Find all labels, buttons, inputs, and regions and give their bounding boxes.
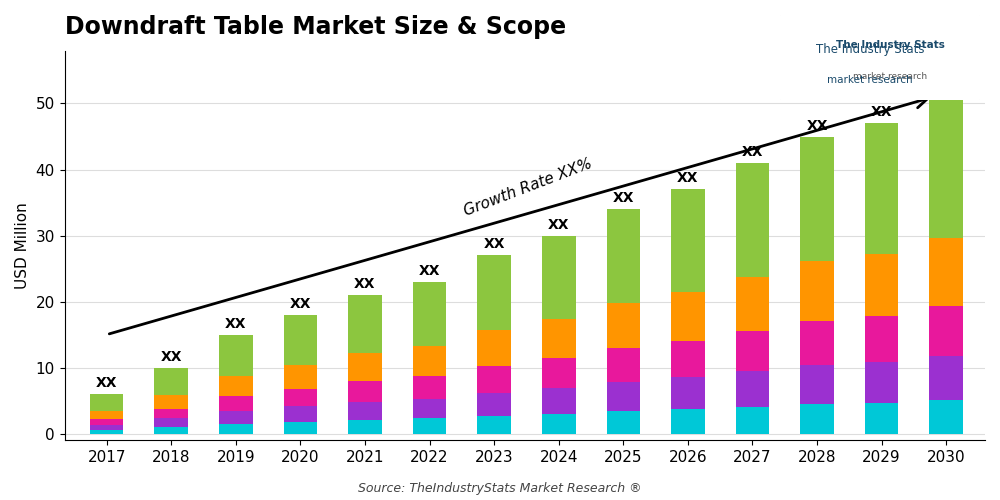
Bar <box>90 418 123 424</box>
Bar <box>800 404 834 434</box>
Text: XX: XX <box>483 238 505 252</box>
Bar <box>607 209 640 304</box>
Bar <box>284 422 317 434</box>
Bar <box>542 414 576 434</box>
Text: market research: market research <box>827 75 913 85</box>
Bar <box>284 406 317 422</box>
Bar <box>929 97 963 238</box>
Text: Source: TheIndustryStats Market Research ®: Source: TheIndustryStats Market Research… <box>358 482 642 495</box>
Text: XX: XX <box>871 106 892 120</box>
Bar <box>477 416 511 434</box>
Text: XX: XX <box>613 191 634 205</box>
Bar <box>413 398 446 418</box>
Bar <box>90 424 123 430</box>
Bar <box>477 330 511 366</box>
Bar <box>865 254 898 316</box>
Bar <box>348 402 382 420</box>
Bar <box>929 356 963 400</box>
Bar <box>413 346 446 376</box>
Bar <box>284 364 317 388</box>
Bar <box>219 396 253 411</box>
Text: Growth Rate XX%: Growth Rate XX% <box>462 156 594 219</box>
Bar <box>865 316 898 362</box>
Text: XX: XX <box>160 350 182 364</box>
Bar <box>348 420 382 434</box>
Bar <box>800 136 834 262</box>
Bar <box>219 334 253 376</box>
Bar <box>413 282 446 346</box>
Bar <box>154 368 188 396</box>
Bar <box>219 376 253 396</box>
Text: The Industry Stats: The Industry Stats <box>836 40 944 50</box>
Bar <box>477 366 511 392</box>
Bar <box>736 331 769 372</box>
Bar <box>607 411 640 434</box>
Bar <box>219 424 253 434</box>
Bar <box>736 276 769 331</box>
Text: XX: XX <box>225 316 247 330</box>
Bar <box>800 262 834 321</box>
Y-axis label: USD Million: USD Million <box>15 202 30 289</box>
Bar <box>154 408 188 418</box>
Text: XX: XX <box>677 172 699 185</box>
Bar <box>348 353 382 381</box>
Bar <box>736 163 769 276</box>
Bar <box>929 400 963 434</box>
Bar <box>542 236 576 319</box>
Bar <box>413 376 446 398</box>
Text: XX: XX <box>96 376 117 390</box>
Bar <box>929 306 963 356</box>
FancyBboxPatch shape <box>779 14 981 101</box>
Bar <box>154 418 188 427</box>
Bar <box>413 418 446 434</box>
Bar <box>542 319 576 358</box>
Text: XX: XX <box>290 297 311 311</box>
Bar <box>348 295 382 353</box>
Bar <box>219 411 253 424</box>
Bar <box>671 190 705 292</box>
Bar <box>90 430 123 434</box>
Bar <box>477 392 511 416</box>
Bar <box>90 410 123 418</box>
Bar <box>348 381 382 402</box>
Text: XX: XX <box>935 79 957 93</box>
Bar <box>284 388 317 406</box>
Text: The Industry Stats: The Industry Stats <box>816 44 924 57</box>
Bar <box>800 366 834 404</box>
Bar <box>607 348 640 382</box>
Text: XX: XX <box>548 218 569 232</box>
Bar <box>90 394 123 410</box>
Bar <box>736 406 769 434</box>
Bar <box>671 341 705 378</box>
Bar <box>736 372 769 406</box>
Text: XX: XX <box>419 264 440 278</box>
Bar <box>607 304 640 348</box>
Bar <box>671 378 705 409</box>
Bar <box>477 256 511 330</box>
Bar <box>284 315 317 364</box>
Bar <box>671 292 705 341</box>
Bar <box>865 124 898 254</box>
Bar <box>800 321 834 366</box>
Text: XX: XX <box>354 277 376 291</box>
Text: market research: market research <box>853 72 927 81</box>
Text: XX: XX <box>742 145 763 159</box>
Bar <box>865 362 898 403</box>
Bar <box>154 396 188 408</box>
Bar <box>865 402 898 434</box>
Bar <box>929 238 963 306</box>
Bar <box>607 382 640 411</box>
Bar <box>542 358 576 388</box>
Bar <box>154 427 188 434</box>
Text: XX: XX <box>806 118 828 132</box>
Bar <box>671 409 705 434</box>
Text: Downdraft Table Market Size & Scope: Downdraft Table Market Size & Scope <box>65 15 566 39</box>
Bar <box>542 388 576 414</box>
